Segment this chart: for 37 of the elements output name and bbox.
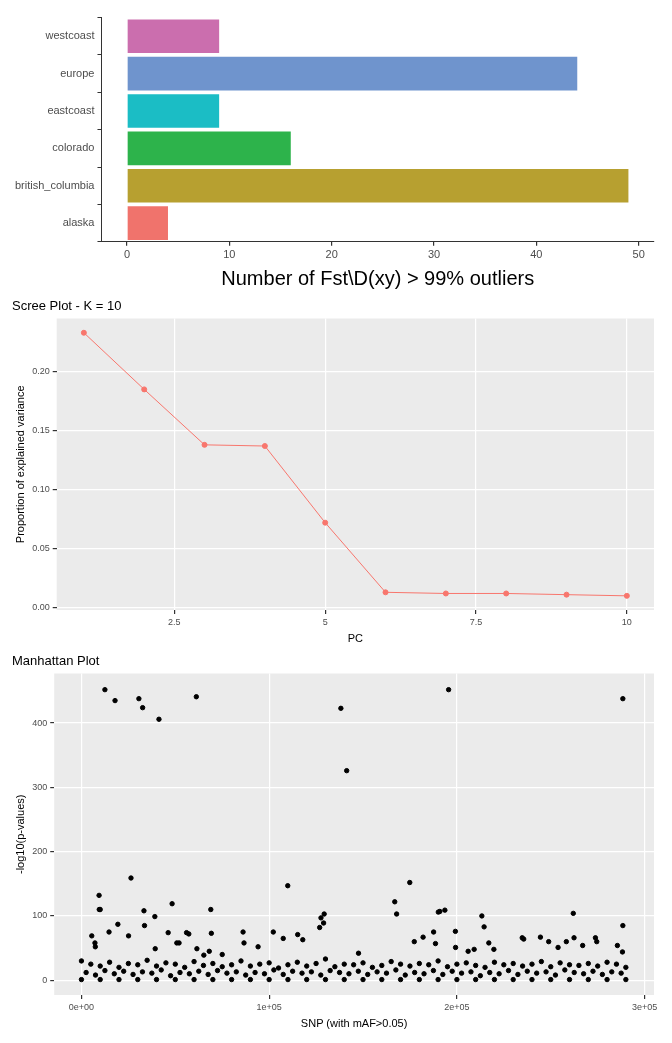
y-tick-label: 100 (32, 910, 48, 921)
y-tick-label: 0.00 (32, 602, 50, 613)
y-tick-label: 400 (32, 717, 48, 728)
x-axis-title: Number of Fst\D(xy) > 99% outliers (221, 266, 535, 289)
x-tick-label: 2.5 (168, 616, 181, 627)
y-axis-title: Proportion of explained variance (13, 385, 26, 544)
y-tick-label: 0 (42, 974, 48, 985)
x-tick-label: 2e+05 (444, 1001, 470, 1012)
y-tick-label: 0.05 (32, 543, 50, 554)
y-tick-label: colorado (52, 141, 95, 154)
y-tick-label: westcoast (44, 29, 95, 42)
y-tick-label: 0.15 (32, 425, 50, 436)
x-tick-label: 3e+05 (631, 1001, 658, 1012)
y-tick-label: europe (60, 66, 95, 79)
y-tick-label: eastcoast (47, 104, 95, 117)
y-tick-label: 0.20 (32, 366, 50, 377)
chart-title: Manhattan Plot (12, 653, 100, 669)
x-tick-label: 10 (223, 248, 236, 261)
y-tick-label: alaska (62, 216, 96, 229)
x-tick-label: 0 (124, 248, 131, 261)
x-axis-title: SNP (with mAF>0.05) (300, 1017, 408, 1030)
x-tick-label: 5 (322, 616, 328, 627)
x-tick-label: 30 (427, 248, 441, 261)
x-axis-title: PC (347, 632, 364, 645)
y-tick-label: 200 (32, 846, 48, 857)
y-tick-label: british_columbia (15, 178, 96, 191)
x-tick-label: 0e+00 (68, 1001, 95, 1012)
x-tick-label: 50 (632, 248, 645, 261)
x-tick-label: 40 (530, 248, 543, 261)
chart-title: Scree Plot - K = 10 (12, 298, 122, 314)
x-tick-label: 10 (621, 616, 632, 627)
y-axis-title: -log10(p-values) (13, 794, 26, 875)
x-tick-label: 1e+05 (256, 1001, 282, 1012)
y-tick-label: 0.10 (32, 484, 50, 495)
x-tick-label: 7.5 (469, 616, 483, 627)
x-tick-label: 20 (325, 248, 338, 261)
y-tick-label: 300 (32, 781, 48, 792)
